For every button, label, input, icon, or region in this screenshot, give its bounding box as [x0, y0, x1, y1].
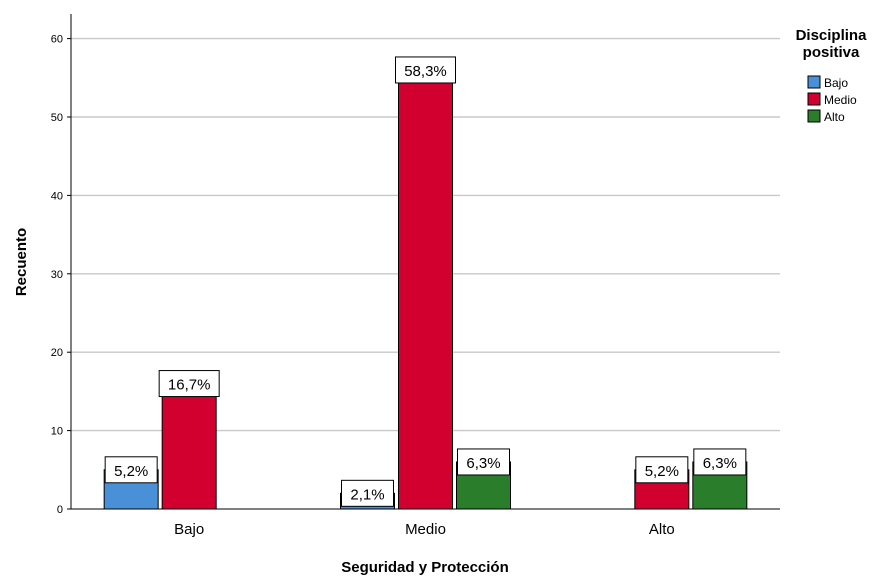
legend-title-line-2: positiva: [803, 44, 860, 61]
legend-item-medio: Medio: [807, 92, 857, 107]
data-label-alto-medio: 5,2%: [635, 456, 689, 484]
bar-medio-medio: [398, 69, 453, 510]
y-tick-label-30: 30: [51, 269, 63, 281]
legend-title-line-1: Disciplina: [796, 27, 868, 44]
axes: 0 10 20 30 40 50 60 Bajo Medio Alto: [51, 14, 780, 538]
data-label-text: 2,1%: [350, 486, 384, 503]
bar-bajo-medio: [161, 383, 217, 510]
data-label-alto-alto: 6,3%: [693, 448, 747, 476]
data-label-box: [693, 448, 747, 476]
y-tick-label-0: 0: [57, 504, 63, 516]
x-tick-label-alto: Alto: [649, 521, 675, 538]
legend-swatch-alto: [807, 109, 821, 123]
data-label-text: 6,3%: [466, 455, 500, 472]
y-tick-label-10: 10: [51, 426, 63, 438]
data-label-medio-bajo: 2,1%: [341, 479, 394, 507]
y-tick-label-40: 40: [51, 190, 63, 202]
y-axis-title: Recuento: [13, 228, 30, 296]
data-label-text: 5,2%: [645, 463, 679, 480]
y-tick-label-20: 20: [51, 347, 63, 359]
x-axis-title: Seguridad y Protección: [341, 559, 509, 576]
legend-label-alto: Alto: [824, 110, 845, 124]
data-label-box: [457, 448, 510, 476]
data-label-box: [635, 456, 689, 484]
x-tick-label-bajo: Bajo: [174, 521, 204, 538]
data-label-box: [158, 370, 220, 398]
legend-label-bajo: Bajo: [824, 76, 848, 90]
data-label-text: 58,3%: [404, 63, 447, 80]
data-labels: 5,2% 16,7% 2,1% 58,3% 6,3% 5,2% 6,3%: [104, 56, 747, 507]
data-label-medio-medio: 58,3%: [395, 56, 456, 84]
legend-swatch-bajo: [807, 75, 821, 89]
bars: [103, 69, 748, 510]
data-label-bajo-medio: 16,7%: [158, 370, 220, 398]
legend-item-alto: Alto: [807, 109, 845, 124]
data-label-bajo-bajo: 5,2%: [104, 456, 158, 484]
legend-item-bajo: Bajo: [807, 75, 848, 90]
data-label-box: [395, 56, 456, 84]
data-label-box: [104, 456, 158, 484]
y-tick-label-60: 60: [51, 34, 63, 46]
legend-swatch-medio: [807, 92, 821, 106]
data-label-text: 6,3%: [703, 455, 737, 472]
legend-label-medio: Medio: [824, 93, 857, 107]
x-tick-label-medio: Medio: [405, 521, 446, 538]
data-label-text: 16,7%: [168, 377, 211, 394]
data-label-box: [341, 479, 394, 507]
y-tick-label-50: 50: [51, 112, 63, 124]
data-label-medio-alto: 6,3%: [457, 448, 510, 476]
data-label-text: 5,2%: [114, 463, 148, 480]
